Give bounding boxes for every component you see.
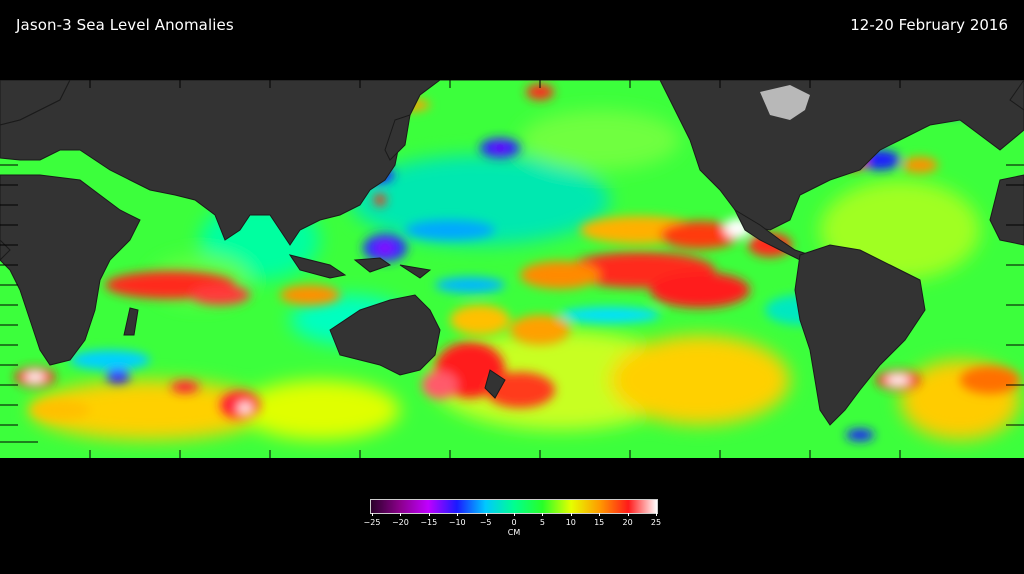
new-zealand-island	[484, 369, 506, 399]
greenland-island	[1009, 80, 1024, 111]
colorbar-tick-mark	[514, 513, 515, 516]
south-america-continent	[794, 244, 926, 426]
colorbar-tick-mark	[599, 513, 601, 516]
japan-islands	[384, 114, 411, 161]
colorbar-tick-mark	[428, 513, 430, 516]
madagascar-island	[123, 307, 139, 336]
sea-level-anomaly-map	[0, 80, 1024, 458]
colorbar-tick-mark	[372, 513, 373, 516]
colorbar-tick-mark	[485, 513, 487, 516]
colorbar-tick-label: 10	[565, 518, 576, 527]
colorbar-tick-mark	[400, 513, 402, 516]
map-canvas	[0, 80, 1024, 458]
colorbar-tick-label: 5	[539, 518, 545, 527]
colorbar-tick-label: −20	[391, 518, 409, 527]
north-america-continent	[659, 80, 1024, 231]
africa-continent	[0, 174, 141, 366]
longitude-ticks	[89, 80, 901, 458]
colorbar-tick-label: 15	[594, 518, 605, 527]
indonesia-islands	[288, 254, 432, 279]
ice-cap	[760, 85, 810, 120]
asia-landmass	[0, 80, 441, 246]
latitude-ticks	[0, 164, 1024, 443]
europe-west	[989, 174, 1024, 246]
colorbar-unit-label: CM	[507, 528, 521, 537]
colorbar-tick-label: −15	[420, 518, 438, 527]
map-title: Jason-3 Sea Level Anomalies	[16, 16, 234, 34]
colorbar-tick-mark	[570, 513, 572, 516]
colorbar-tick-label: 25	[650, 518, 662, 527]
colorbar-tick-label: −5	[479, 518, 492, 527]
colorbar-tick-label: 0	[511, 518, 517, 527]
colorbar-tick-mark	[627, 513, 629, 516]
colorbar-tick-mark	[656, 513, 657, 516]
colorbar-tick-label: −10	[448, 518, 466, 527]
colorbar-tick-label: 20	[622, 518, 633, 527]
colorbar-gradient	[370, 499, 658, 514]
colorbar-tick-mark	[457, 513, 459, 516]
colorbar-tick-mark	[542, 513, 544, 516]
date-range-label: 12-20 February 2016	[850, 16, 1008, 34]
australia-continent	[329, 294, 441, 376]
colorbar-tick-label: −25	[363, 518, 381, 527]
